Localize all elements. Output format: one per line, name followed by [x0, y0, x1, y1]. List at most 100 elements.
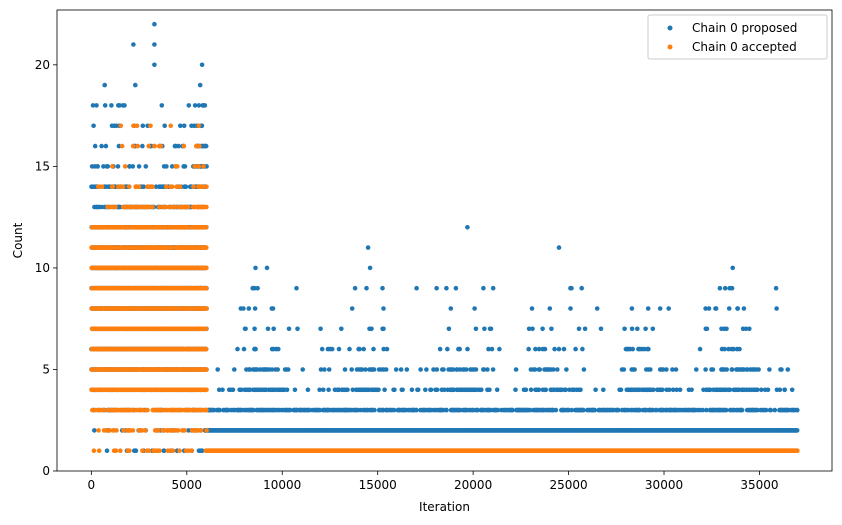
proposed-point: [329, 346, 335, 352]
proposed-point: [115, 164, 121, 169]
accepted-point: [204, 387, 209, 393]
accepted-point: [176, 428, 181, 433]
proposed-point: [243, 326, 248, 332]
proposed-point: [381, 346, 387, 352]
proposed-point: [164, 164, 169, 169]
accepted-point: [122, 164, 128, 169]
proposed-point: [350, 387, 356, 393]
proposed-point: [717, 285, 723, 291]
proposed-point: [592, 407, 598, 413]
proposed-point: [648, 367, 653, 372]
accepted-point: [170, 448, 176, 454]
proposed-point: [646, 346, 651, 352]
proposed-point: [694, 367, 699, 372]
proposed-point: [768, 407, 774, 413]
proposed-point: [381, 326, 386, 332]
accepted-point: [91, 448, 97, 454]
proposed-point: [292, 387, 298, 393]
proposed-point: [779, 367, 784, 372]
proposed-point: [352, 285, 358, 291]
accepted-point: [140, 407, 145, 413]
proposed-point: [418, 367, 423, 372]
proposed-point: [380, 285, 385, 291]
proposed-point: [637, 407, 642, 413]
proposed-point: [533, 346, 538, 352]
proposed-point: [772, 407, 778, 413]
proposed-point: [513, 367, 519, 372]
proposed-point: [464, 367, 469, 372]
proposed-point: [444, 407, 449, 413]
proposed-point: [130, 164, 136, 169]
accepted-point: [204, 428, 209, 433]
proposed-point: [216, 387, 222, 393]
proposed-point: [657, 306, 663, 311]
accepted-point: [96, 428, 101, 433]
proposed-point: [689, 387, 694, 393]
accepted-point: [136, 184, 142, 189]
proposed-point: [203, 143, 209, 149]
proposed-point: [409, 387, 415, 393]
proposed-outlier-point: [253, 265, 258, 271]
proposed-point: [284, 387, 290, 393]
proposed-point: [91, 123, 96, 129]
proposed-point: [318, 367, 324, 372]
proposed-point: [494, 387, 500, 393]
accepted-point: [118, 123, 124, 129]
proposed-point: [794, 428, 800, 433]
accepted-point: [146, 143, 151, 149]
proposed-point: [217, 407, 222, 413]
proposed-point: [428, 387, 434, 393]
proposed-point: [434, 387, 440, 393]
accepted-point: [99, 184, 105, 189]
proposed-point: [576, 326, 582, 332]
proposed-point: [551, 367, 556, 372]
proposed-point: [392, 387, 397, 393]
accepted-point: [163, 184, 169, 189]
accepted-point: [118, 448, 123, 454]
proposed-point: [349, 306, 355, 311]
proposed-point: [755, 407, 760, 413]
proposed-point: [667, 387, 672, 393]
proposed-point: [275, 367, 281, 372]
proposed-point: [276, 346, 281, 352]
proposed-point: [564, 367, 569, 372]
proposed-point: [336, 346, 342, 352]
proposed-point: [127, 164, 132, 169]
proposed-point: [700, 407, 705, 413]
proposed-point: [300, 367, 306, 372]
proposed-point: [247, 387, 253, 393]
accepted-point: [191, 184, 196, 189]
accepted-point: [203, 285, 209, 291]
proposed-outlier-point: [131, 42, 136, 47]
proposed-point: [488, 326, 494, 332]
accepted-point: [143, 428, 148, 433]
proposed-point: [731, 346, 736, 352]
proposed-point: [743, 326, 749, 332]
proposed-point: [109, 103, 114, 108]
series-chain-0-accepted: [89, 123, 800, 454]
accepted-point: [203, 326, 209, 332]
proposed-point: [481, 285, 486, 291]
proposed-point: [487, 387, 492, 393]
proposed-outlier-point: [264, 265, 270, 271]
proposed-point: [582, 326, 588, 332]
proposed-outlier-point: [152, 42, 157, 47]
accepted-point: [189, 448, 194, 454]
proposed-point: [400, 387, 405, 393]
proposed-outlier-point: [102, 82, 107, 88]
proposed-point: [220, 387, 225, 393]
proposed-point: [495, 407, 501, 413]
proposed-point: [196, 103, 202, 108]
proposed-point: [241, 346, 247, 352]
proposed-point: [739, 407, 745, 413]
proposed-point: [523, 387, 529, 393]
proposed-point: [252, 326, 257, 332]
proposed-point: [542, 346, 548, 352]
accepted-point: [130, 143, 136, 149]
proposed-point: [543, 387, 549, 393]
proposed-point: [579, 285, 584, 291]
proposed-point: [414, 285, 419, 291]
proposed-point: [342, 367, 348, 372]
proposed-point: [457, 346, 463, 352]
proposed-point: [526, 326, 532, 332]
